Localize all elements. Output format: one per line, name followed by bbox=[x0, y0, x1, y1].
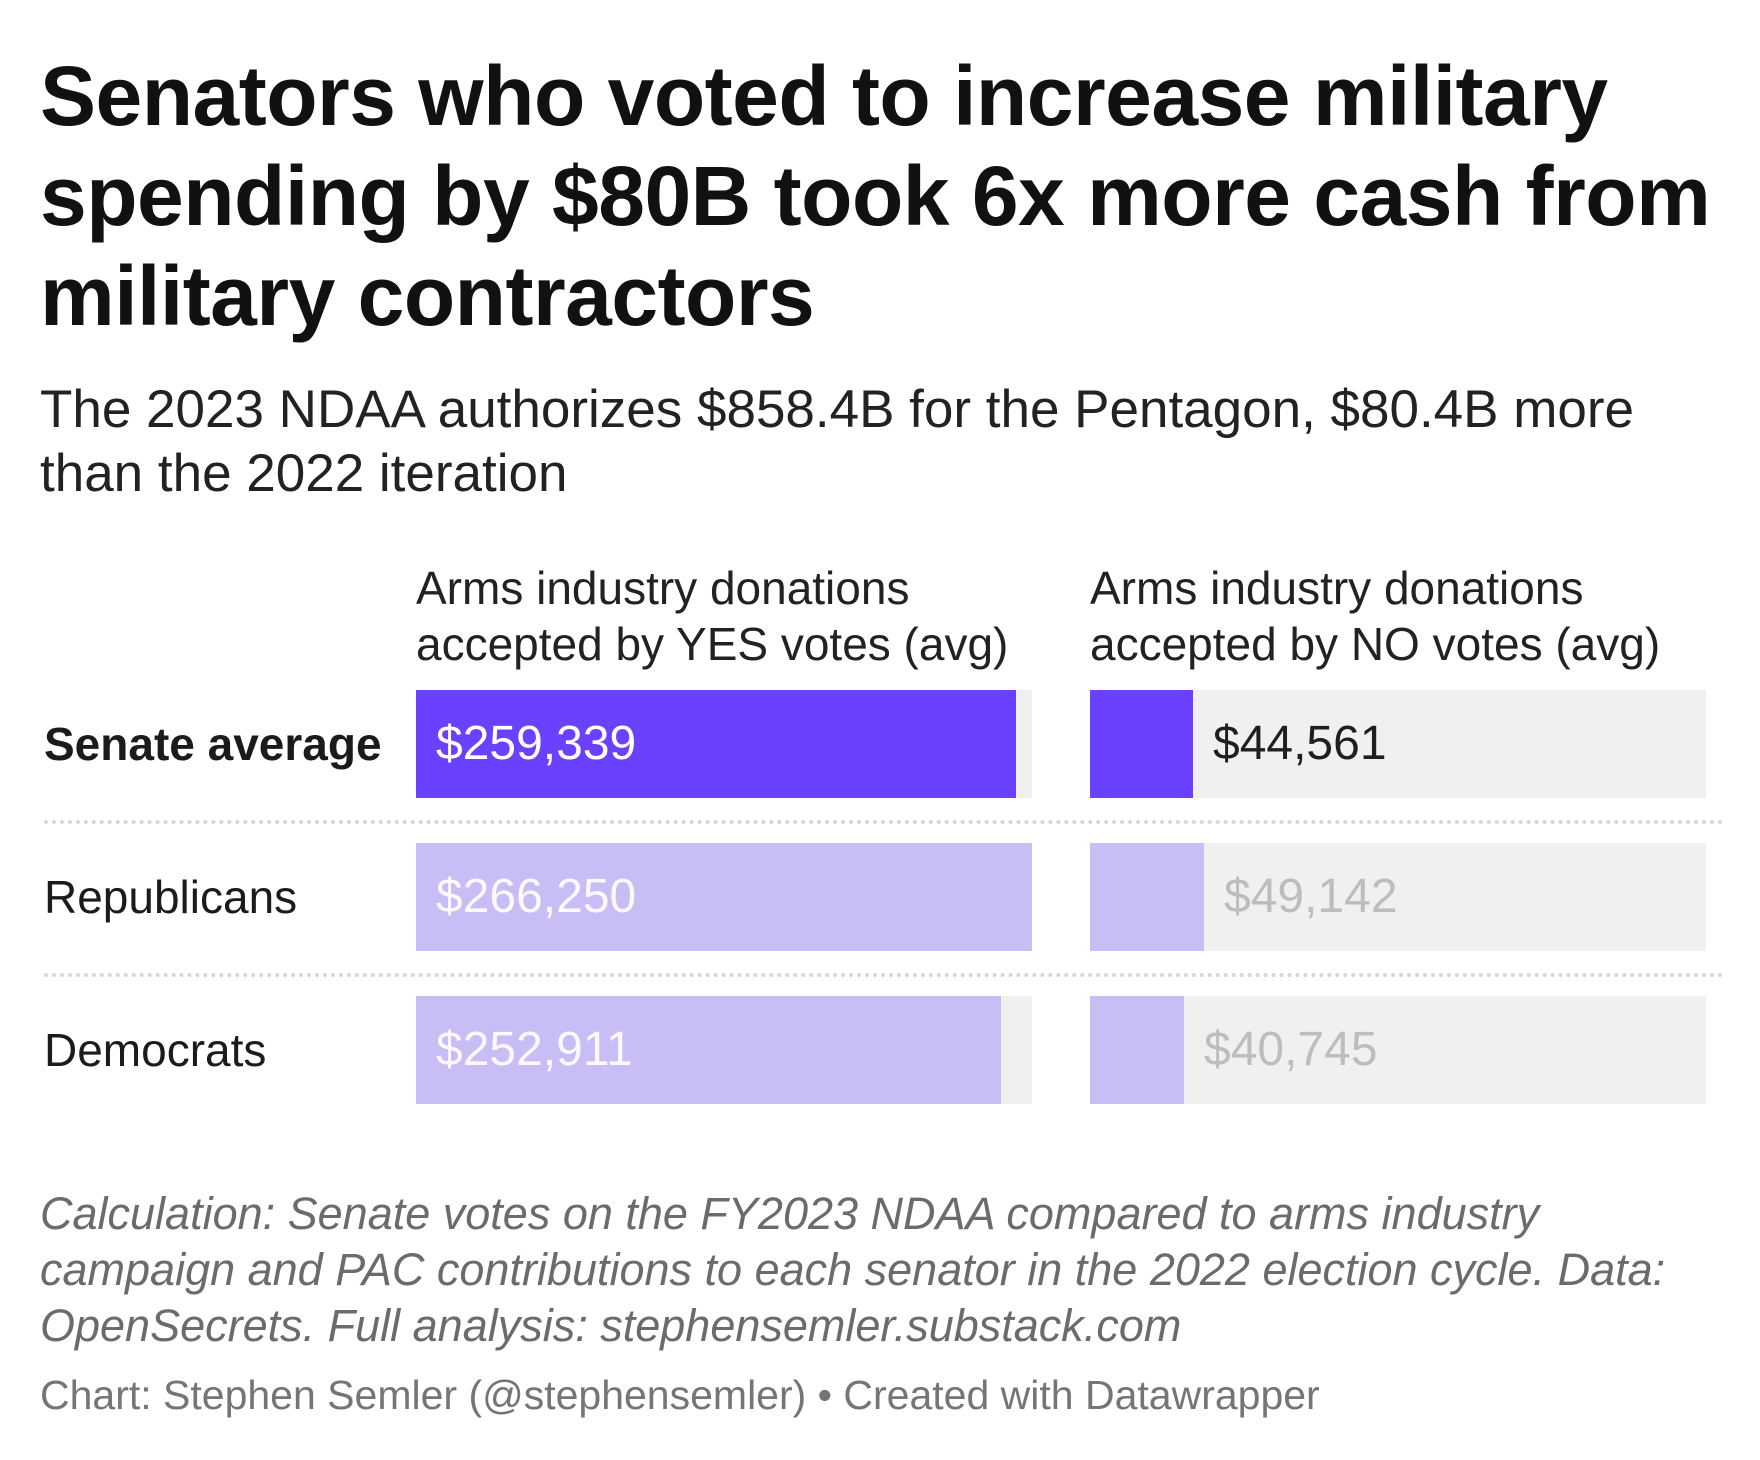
bar-track-no-senate-average: $44,561 bbox=[1090, 690, 1706, 798]
bar-yes-democrats bbox=[416, 996, 1001, 1104]
bar-track-yes-republicans: $266,250 bbox=[416, 843, 1032, 951]
row-divider bbox=[44, 820, 1724, 824]
row-label-republicans: Republicans bbox=[44, 871, 298, 923]
bar-no-senate-average bbox=[1090, 690, 1193, 798]
bar-track-yes-democrats: $252,911 bbox=[416, 996, 1032, 1104]
row-divider bbox=[44, 973, 1724, 977]
bar-label-no-republicans: $49,142 bbox=[1224, 870, 1398, 923]
bar-yes-republicans bbox=[416, 843, 1032, 951]
bar-yes-senate-average bbox=[416, 690, 1016, 798]
row-label-democrats: Democrats bbox=[44, 1024, 267, 1076]
chart-notes: Calculation: Senate votes on the FY2023 … bbox=[40, 1188, 1666, 1351]
row-label-senate-average: Senate average bbox=[44, 718, 382, 770]
bar-label-yes-republicans: $266,250 bbox=[436, 870, 637, 923]
column-header-no: Arms industry donations accepted by NO v… bbox=[1090, 562, 1661, 670]
bar-no-democrats bbox=[1090, 996, 1184, 1104]
bar-label-yes-senate-average: $259,339 bbox=[436, 717, 637, 770]
bar-track-no-republicans: $49,142 bbox=[1090, 843, 1706, 951]
chart-credit: Chart: Stephen Semler (@stephensemler) •… bbox=[40, 1372, 1320, 1418]
bar-label-yes-democrats: $252,911 bbox=[436, 1023, 633, 1076]
chart-subtitle: The 2023 NDAA authorizes $858.4B for the… bbox=[40, 380, 1634, 503]
bar-label-no-senate-average: $44,561 bbox=[1213, 717, 1387, 770]
chart-title: Senators who voted to increase military … bbox=[40, 49, 1711, 343]
bar-track-no-democrats: $40,745 bbox=[1090, 996, 1706, 1104]
bar-track-yes-senate-average: $259,339 bbox=[416, 690, 1032, 798]
column-header-yes: Arms industry donations accepted by YES … bbox=[416, 562, 1009, 670]
bar-no-republicans bbox=[1090, 843, 1204, 951]
bar-label-no-democrats: $40,745 bbox=[1204, 1023, 1378, 1076]
